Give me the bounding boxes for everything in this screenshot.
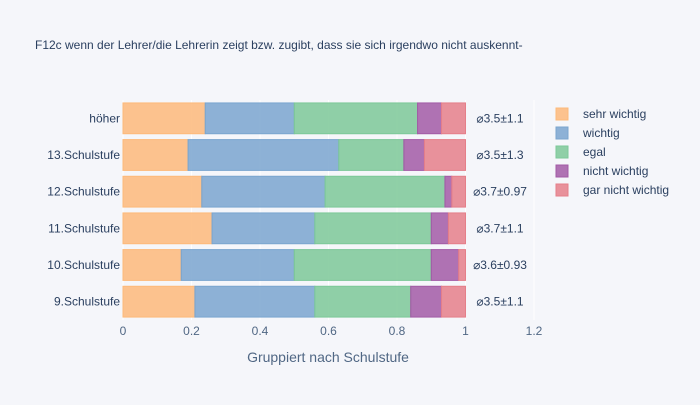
y-tick-label: 10.Schulstufe [47, 258, 120, 272]
y-tick-label: 13.Schulstufe [47, 148, 120, 162]
bar-segment[interactable] [122, 139, 189, 171]
legend-label[interactable]: gar nicht wichtig [583, 183, 669, 197]
x-tick-label: 0.4 [252, 324, 269, 338]
bar-segment[interactable] [314, 285, 412, 318]
bar-segment[interactable] [458, 249, 466, 281]
bar-segment[interactable] [314, 212, 432, 245]
bar-segment[interactable] [444, 175, 453, 208]
bar-segment[interactable] [187, 139, 340, 171]
bar-segment[interactable] [441, 285, 466, 318]
bar-segment[interactable] [338, 139, 405, 171]
y-tick-label: 9.Schulstufe [54, 295, 120, 309]
x-axis-ticks: 0 0.2 0.4 0.6 0.8 1 1.2 [120, 324, 543, 338]
x-tick-label: 0 [120, 324, 127, 338]
bar-segment[interactable] [122, 249, 182, 281]
y-tick-label: 12.Schulstufe [47, 185, 120, 199]
bar-segment[interactable] [180, 249, 295, 281]
legend-label[interactable]: egal [583, 145, 606, 159]
legend-swatch[interactable] [555, 107, 569, 121]
bar-segment[interactable] [403, 139, 425, 171]
y-axis-labels: höher 13.Schulstufe 12.Schulstufe 11.Schuls… [47, 111, 120, 308]
bar-segment[interactable] [201, 175, 326, 208]
bar-segment[interactable] [211, 212, 316, 245]
bar-segment[interactable] [423, 139, 466, 171]
legend: sehr wichtig wichtig egal nicht wichtig gar … [555, 107, 669, 197]
legend-label[interactable]: wichtig [582, 126, 620, 140]
x-tick-label: 1.2 [526, 324, 543, 338]
bar-segment[interactable] [293, 249, 432, 281]
x-tick-label: 1 [462, 324, 469, 338]
bar-segment[interactable] [447, 212, 466, 245]
y-tick-label: höher [89, 111, 120, 125]
bar-segment[interactable] [204, 102, 295, 135]
bar-segment[interactable] [122, 175, 203, 208]
x-axis-title: Gruppiert nach Schulstufe [247, 349, 409, 365]
mean-annotation: ⌀3.5±1.3 [476, 148, 524, 162]
bar-segment[interactable] [122, 102, 206, 135]
mean-annotation: ⌀3.6±0.93 [473, 258, 527, 272]
bar-segment[interactable] [122, 285, 196, 318]
bar-segment[interactable] [194, 285, 316, 318]
bar-segment[interactable] [293, 102, 419, 135]
bar-segment[interactable] [122, 212, 213, 245]
legend-label[interactable]: nicht wichtig [583, 164, 648, 178]
bar-segment[interactable] [451, 175, 466, 208]
legend-label[interactable]: sehr wichtig [583, 107, 646, 121]
bar-segment[interactable] [441, 102, 466, 135]
legend-swatch[interactable] [555, 126, 569, 140]
legend-swatch[interactable] [555, 164, 569, 178]
legend-swatch[interactable] [555, 145, 569, 159]
bar-segment[interactable] [324, 175, 446, 208]
legend-swatch[interactable] [555, 183, 569, 197]
bar-segment[interactable] [430, 249, 460, 281]
y-tick-label: 11.Schulstufe [48, 221, 120, 235]
x-tick-label: 0.8 [389, 324, 406, 338]
x-tick-label: 0.2 [183, 324, 200, 338]
mean-annotation: ⌀3.7±1.1 [476, 221, 524, 235]
grid-layer [122, 100, 535, 320]
mean-annotation: ⌀3.5±1.1 [476, 111, 524, 125]
bars-layer [122, 102, 466, 318]
x-tick-label: 0.6 [320, 324, 337, 338]
chart-title: F12c wenn der Lehrer/die Lehrerin zeigt … [35, 38, 523, 52]
bar-segment[interactable] [417, 102, 443, 135]
bar-segment[interactable] [410, 285, 443, 318]
bar-segment[interactable] [430, 212, 449, 245]
mean-annotation: ⌀3.5±1.1 [476, 295, 524, 309]
mean-annotation: ⌀3.7±0.97 [473, 185, 527, 199]
annotations-layer: ⌀3.5±1.1 ⌀3.5±1.3 ⌀3.7±0.97 ⌀3.7±1.1 ⌀3.6±0.… [473, 111, 527, 308]
